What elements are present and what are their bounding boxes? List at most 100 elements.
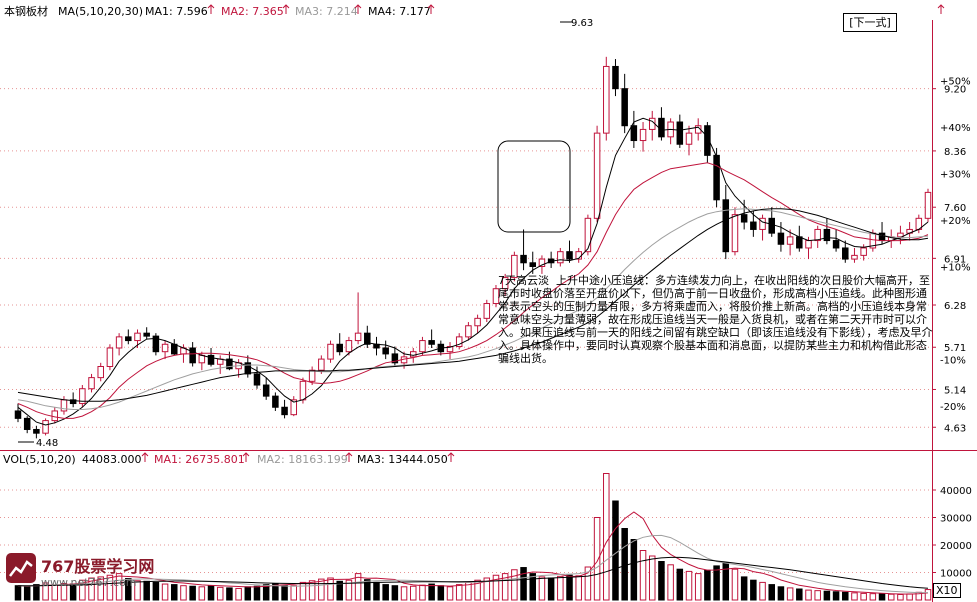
candle-down: [391, 353, 399, 364]
stock-name: 本钢板材: [4, 4, 48, 18]
candle-up: [198, 354, 206, 364]
candle-up: [42, 420, 49, 434]
candle-up: [409, 351, 417, 358]
candle-up: [851, 254, 858, 260]
volume-bar: [713, 565, 720, 601]
volume-bar: [226, 587, 233, 601]
volume-ma-ma2: [17, 534, 928, 594]
candle-up: [318, 358, 325, 371]
vol-ma3: MA3: 13444.050: [357, 453, 448, 466]
volume-bar: [842, 591, 849, 601]
volume-bar: [262, 584, 270, 601]
logo-title: 767股票学习网: [41, 557, 155, 576]
volume-bar: [575, 575, 582, 601]
volume-bar: [437, 585, 445, 601]
volume-bar: [584, 566, 592, 601]
ma-line-ma4: [17, 208, 929, 402]
volume-bar: [529, 573, 537, 601]
volume-axis: 40000 30000 20000 10000: [932, 486, 972, 580]
candle-up: [603, 65, 610, 134]
candle-up: [290, 399, 298, 416]
volume-bar: [648, 555, 656, 601]
volume-bar: [299, 581, 307, 601]
candle-down: [520, 254, 527, 264]
price-tick-label: 8.36: [944, 147, 966, 158]
candle-down: [428, 340, 435, 345]
volume-tick-label: 10000: [940, 569, 972, 580]
volume-bar: [851, 592, 858, 601]
volume-bar: [501, 573, 509, 601]
volume-bar: [106, 574, 114, 601]
candle-up: [115, 336, 123, 349]
candle-down: [630, 125, 638, 142]
header-arrows: [207, 4, 945, 14]
volume-bar: [327, 577, 334, 601]
candle-down: [768, 217, 775, 234]
volume-bar: [134, 580, 141, 601]
candle-up: [492, 288, 500, 305]
price-axis: 9.20 8.36 7.60 6.91 6.28 5.71 5.14 4.63 +50% +40%…: [932, 76, 971, 434]
volume-bar: [97, 576, 104, 601]
percent-tick-label: +20%: [940, 216, 971, 227]
zoom-indicator[interactable]: X10: [933, 583, 961, 598]
candle-down: [750, 221, 757, 230]
volume-bar: [694, 573, 702, 601]
volume-bars: [14, 473, 932, 601]
candle-up: [345, 340, 353, 353]
volume-bar: [722, 562, 730, 601]
volume-bar: [125, 578, 132, 601]
candle-down: [171, 343, 178, 355]
volume-bar: [42, 582, 49, 601]
candle-down: [281, 406, 288, 416]
candle-down: [226, 358, 233, 370]
ma-params: MA(5,10,20,30): [58, 5, 143, 18]
candle-down: [23, 417, 31, 430]
volume-bar: [520, 567, 527, 601]
volume-bar: [750, 579, 757, 601]
price-tick-label: 5.14: [944, 385, 966, 396]
moving-average-lines: [17, 117, 929, 426]
volume-bar: [161, 583, 169, 601]
logo-url: www.net767.com: [41, 576, 137, 589]
candle-up: [474, 317, 481, 327]
volume-bar: [796, 588, 803, 601]
price-header: 本钢板材 MA(5,10,20,30) MA1: 7.596 MA2: 7.36…: [4, 4, 945, 18]
logo-chart-icon: [6, 553, 36, 583]
candle-down: [253, 373, 261, 386]
volume-bar: [566, 574, 573, 601]
volume-bar: [171, 584, 178, 601]
percent-tick-label: +50%: [940, 76, 971, 87]
candle-down: [207, 354, 215, 365]
volume-bar: [400, 586, 408, 601]
volume-bar: [474, 579, 481, 601]
volume-bar: [207, 585, 215, 601]
candle-up: [79, 388, 86, 405]
volume-bar: [189, 585, 196, 601]
volume-bar: [630, 539, 638, 601]
volume-bar: [805, 589, 812, 601]
next-pattern-button[interactable]: [下一式]: [843, 13, 897, 32]
volume-bar: [897, 594, 904, 601]
vol-ma2: MA2: 18163.199: [257, 453, 348, 466]
volume-ma-ma3: [17, 556, 929, 589]
percent-tick-label: +40%: [940, 123, 971, 134]
candle-up: [501, 277, 509, 290]
vol-header-arrows: [141, 452, 455, 462]
volume-bar: [547, 577, 555, 601]
candle-down: [244, 362, 252, 375]
candle-down: [676, 121, 684, 145]
candle-up: [455, 336, 463, 348]
volume-bar: [373, 581, 380, 601]
volume-bar: [685, 570, 693, 601]
volume-bar: [878, 593, 886, 601]
candle-up: [446, 346, 454, 353]
candle-down: [796, 236, 803, 249]
candle-up: [584, 217, 592, 253]
price-grid: [0, 88, 932, 428]
volume-bar: [235, 587, 242, 601]
pattern-annotation-text: 7天高云淡 上升中途小压追线：多方连续发力向上，在收出阳线的次日股价大幅高开，至…: [498, 274, 933, 365]
volume-bar: [419, 584, 426, 601]
volume-bar: [446, 586, 454, 601]
vol-label: VOL(5,10,20): [3, 453, 76, 466]
candle-up: [51, 410, 59, 422]
